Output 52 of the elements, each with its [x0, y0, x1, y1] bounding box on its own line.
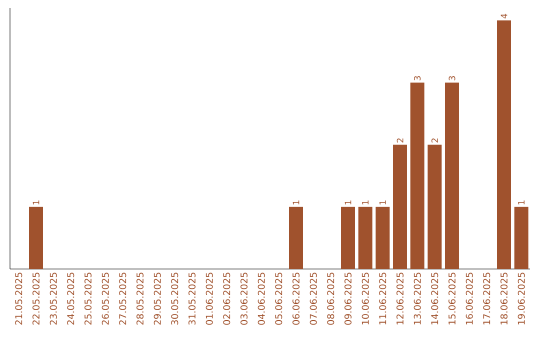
x-tick-label: 03.06.2025 — [240, 272, 248, 325]
x-tick-label: 31.05.2025 — [188, 272, 196, 325]
x-tick-label: 13.06.2025 — [414, 272, 421, 324]
bar — [29, 206, 43, 269]
x-tick-label: 01.06.2025 — [206, 272, 213, 325]
data-label: 3 — [448, 76, 456, 80]
bar — [410, 82, 424, 269]
data-label: 3 — [414, 76, 421, 80]
data-label: 1 — [518, 200, 524, 204]
x-tick-label: 25.05.2025 — [84, 272, 92, 325]
data-label: 4 — [500, 14, 508, 18]
data-label: 1 — [292, 200, 300, 204]
x-tick-label: 07.06.2025 — [310, 272, 317, 325]
data-label: 2 — [396, 138, 404, 142]
bar — [444, 82, 459, 269]
bar — [514, 206, 528, 269]
x-tick-label: 27.05.2025 — [119, 272, 126, 325]
data-label: 1 — [344, 200, 352, 204]
data-label: 2 — [431, 138, 438, 142]
x-tick-label: 09.06.2025 — [344, 272, 352, 325]
x-tick-label: 23.05.2025 — [50, 272, 57, 325]
x-tick-label: 29.05.2025 — [154, 272, 161, 325]
x-tick-label: 26.05.2025 — [102, 272, 109, 325]
x-tick-label: 05.06.2025 — [275, 272, 282, 325]
x-tick-label: 10.06.2025 — [362, 272, 369, 324]
bar — [289, 206, 303, 269]
bar — [341, 206, 355, 269]
x-tick-label: 18.06.2025 — [500, 272, 508, 324]
data-label: 1 — [32, 200, 40, 204]
x-tick-label: 24.05.2025 — [67, 272, 74, 325]
bar — [392, 144, 407, 269]
x-tick-label: 22.05.2025 — [32, 272, 40, 325]
bar — [376, 206, 390, 269]
x-tick-label: 12.06.2025 — [396, 272, 404, 324]
x-tick-label: 30.05.2025 — [171, 272, 178, 325]
x-tick-label: 16.06.2025 — [466, 272, 473, 324]
x-tick-label: 15.06.2025 — [448, 272, 456, 324]
data-label: 1 — [380, 200, 386, 204]
x-tick-label: 21.05.2025 — [15, 272, 22, 325]
x-tick-label: 28.05.2025 — [136, 272, 144, 325]
x-tick-label: 08.06.2025 — [327, 272, 334, 325]
bar — [428, 144, 442, 269]
data-label: 1 — [362, 200, 368, 204]
x-tick-label: 11.06.2025 — [379, 272, 386, 324]
x-tick-label: 06.06.2025 — [292, 272, 300, 325]
x-tick-label: 17.06.2025 — [483, 272, 490, 324]
x-tick-label: 14.06.2025 — [431, 272, 438, 324]
x-tick-label: 19.06.2025 — [518, 272, 525, 324]
bar — [358, 206, 372, 269]
x-tick-label: 02.06.2025 — [223, 272, 230, 325]
bar — [497, 20, 511, 269]
x-tick-label: 04.06.2025 — [258, 272, 265, 325]
